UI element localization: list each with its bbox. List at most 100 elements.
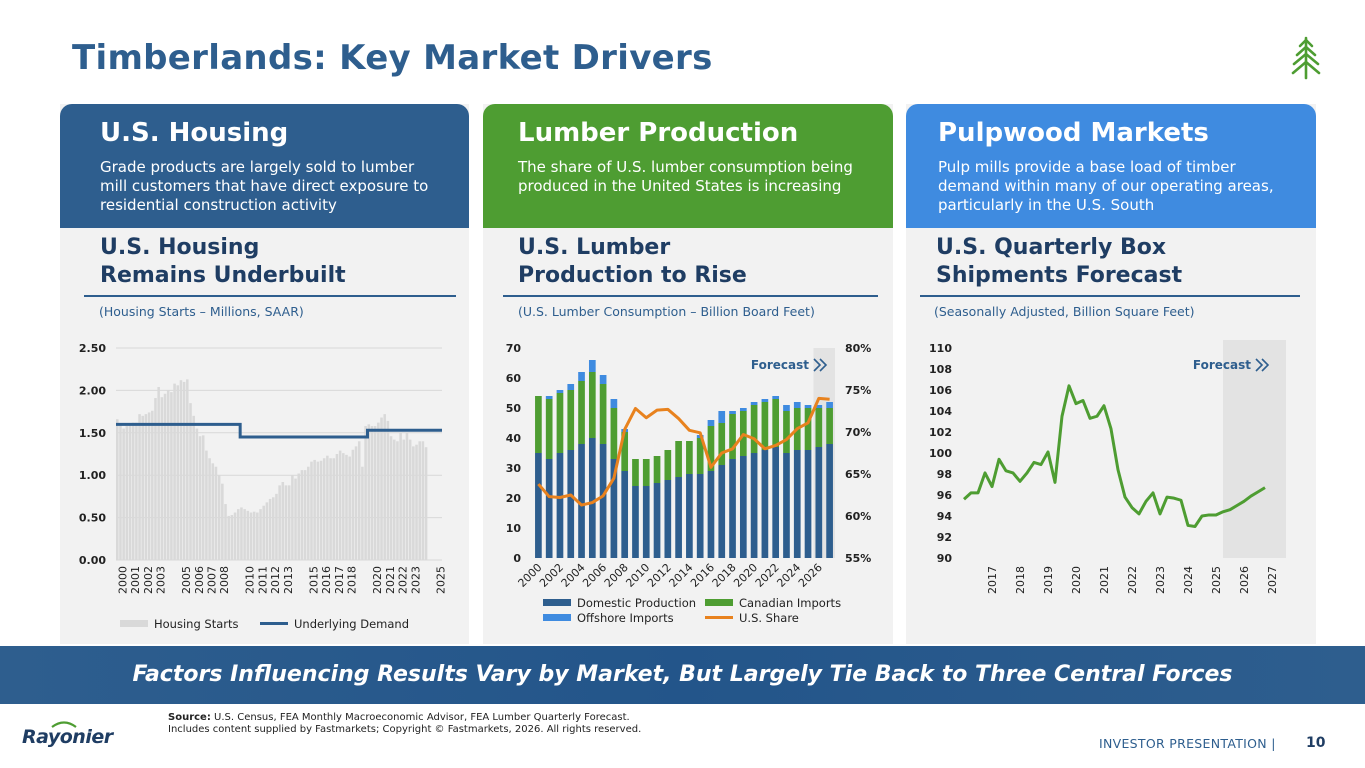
x-tick-label: 2022: [753, 561, 782, 590]
housing-starts-bar: [405, 432, 409, 560]
box-rule: [920, 295, 1300, 297]
domestic-production-bar: [696, 474, 704, 558]
housing-starts-bar: [300, 470, 304, 560]
x-tick-label: 2027: [1266, 566, 1279, 594]
housing-starts-bar: [424, 447, 428, 560]
housing-starts-bar: [157, 387, 160, 560]
canadian-imports-bar: [567, 390, 575, 450]
offshore-imports-bar: [588, 360, 596, 372]
box-forecast-label: Forecast: [1193, 358, 1251, 372]
housing-starts-bar: [291, 475, 294, 560]
x-tick-label: 2012: [645, 561, 674, 590]
y-tick-label: 96: [937, 489, 953, 502]
housing-starts-bar: [415, 444, 418, 560]
canadian-imports-bar: [545, 399, 553, 459]
housing-starts-bar: [179, 380, 183, 560]
housing-rule: [84, 295, 456, 297]
x-tick-label: 2002: [537, 561, 566, 590]
y-tick-label: 30: [506, 462, 522, 475]
housing-starts-bar: [151, 410, 154, 560]
lumber-chart-title-line2: Production to Rise: [518, 263, 747, 288]
legend-label-canadian-imports: Canadian Imports: [739, 596, 841, 610]
housing-starts-chart: 0.00 0.50 1.00 1.50 2.00 2.50 2000 2001 2002 2003…: [79, 342, 448, 631]
lumber-forecast-chevron-icon: [813, 358, 828, 372]
source-label: Source:: [168, 712, 211, 723]
pulpwood-header-desc: Pulp mills provide a base load of timber…: [938, 158, 1274, 214]
legend-label-domestic-production: Domestic Production: [577, 596, 696, 610]
domestic-production-bar: [621, 471, 629, 558]
housing-starts-bar: [271, 497, 275, 560]
x-tick-label: 2022: [1126, 566, 1139, 594]
tree-logo-icon: [1291, 36, 1321, 80]
domestic-production-bar: [578, 444, 585, 558]
canadian-imports-bar: [599, 384, 607, 444]
housing-starts-bar: [233, 512, 237, 560]
housing-header-title: U.S. Housing: [100, 118, 289, 148]
offshore-imports-bar: [739, 408, 747, 411]
domestic-production-bar: [535, 453, 542, 558]
x-tick-label: 2021: [384, 566, 397, 594]
housing-starts-bar: [138, 414, 141, 560]
offshore-imports-bar: [599, 375, 607, 384]
housing-starts-bar: [246, 510, 250, 560]
lumber-header-title: Lumber Production: [518, 118, 799, 148]
offshore-imports-bar: [783, 405, 790, 411]
x-tick-label: 2008: [602, 561, 631, 590]
legend-swatch-housing-starts: [120, 620, 148, 627]
housing-starts-bar: [370, 426, 374, 560]
box-chart-title-line1: U.S. Quarterly Box: [936, 235, 1167, 260]
rayonier-logo: Rayonier: [22, 726, 113, 748]
housing-starts-bar: [310, 461, 313, 560]
housing-starts-bar: [256, 512, 259, 560]
box-forecast-chevron-icon: [1255, 358, 1270, 372]
y-tick-label: 60: [506, 372, 522, 385]
canadian-imports-bar: [664, 450, 672, 480]
y-tick-label: 20: [506, 492, 522, 505]
y-tick-label: 70: [506, 342, 522, 355]
y-tick-label: 40: [506, 432, 522, 445]
x-tick-label: 2016: [320, 566, 333, 594]
y-tick-label: 108: [929, 363, 952, 376]
housing-starts-bar: [275, 493, 278, 560]
underlying-demand-line: [116, 422, 442, 439]
y2-tick-label: 55%: [845, 552, 871, 565]
x-tick-label: 2017: [986, 566, 999, 594]
canadian-imports-bar: [761, 402, 769, 450]
housing-starts-bar: [361, 466, 364, 560]
x-tick-label: 2017: [333, 566, 346, 594]
legend-label-housing-starts: Housing Starts: [154, 617, 239, 631]
box-units: (Seasonally Adjusted, Billion Square Fee…: [934, 304, 1195, 319]
housing-starts-bar: [329, 458, 332, 560]
housing-starts-bar: [281, 481, 285, 560]
canadian-imports-bar: [729, 414, 736, 459]
housing-starts-bar: [265, 502, 269, 560]
housing-starts-bar: [176, 385, 180, 560]
x-tick-label: 2026: [796, 561, 825, 590]
domestic-production-bar: [783, 453, 790, 558]
canadian-imports-bar: [815, 408, 823, 447]
housing-starts-bar: [377, 422, 380, 560]
housing-starts-bar: [131, 422, 135, 560]
offshore-imports-bar: [707, 420, 715, 426]
y-tick-label: 50: [506, 402, 522, 415]
y-tick-label: 2.50: [79, 342, 106, 355]
canadian-imports-bar: [578, 381, 585, 444]
offshore-imports-bar: [578, 372, 585, 381]
housing-starts-bar: [141, 415, 145, 560]
pulpwood-header-title: Pulpwood Markets: [938, 118, 1209, 148]
forecast-shade: [1223, 340, 1286, 558]
y-tick-label: 104: [929, 405, 952, 418]
domestic-production-bar: [675, 477, 682, 558]
housing-starts-bar: [182, 381, 186, 560]
lumber-header-desc: The share of U.S. lumber consumption bei…: [518, 158, 853, 195]
y-tick-label: 10: [506, 522, 522, 535]
y2-tick-label: 80%: [845, 342, 871, 355]
lumber-header: Lumber Production The share of U.S. lumb…: [483, 104, 893, 228]
housing-starts-bar: [221, 483, 224, 560]
x-tick-label: 2018: [1014, 566, 1027, 594]
x-tick-label: 2019: [1042, 566, 1055, 594]
housing-starts-bar: [166, 390, 170, 560]
housing-starts-bar: [342, 453, 345, 560]
y-tick-label: 92: [937, 531, 952, 544]
housing-starts-bar: [147, 412, 151, 560]
